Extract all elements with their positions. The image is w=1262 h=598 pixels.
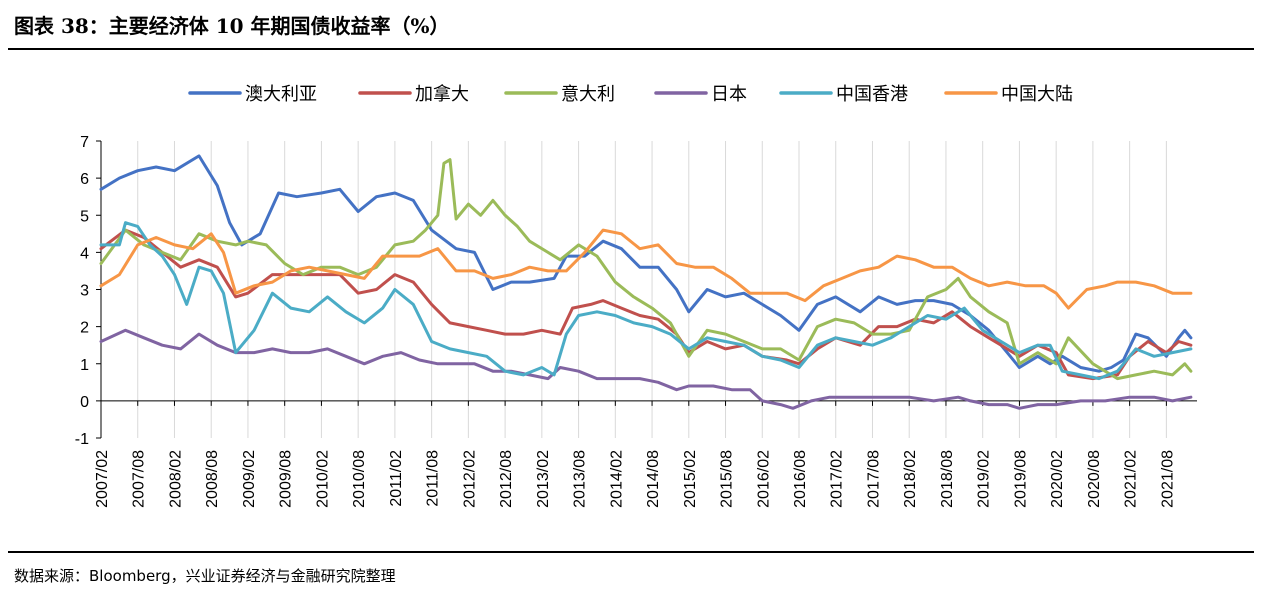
x-tick-label: 2010/02 bbox=[314, 450, 331, 508]
legend-label: 加拿大 bbox=[415, 83, 469, 105]
x-tick-label: 2018/02 bbox=[902, 450, 919, 508]
y-tick-label: 4 bbox=[80, 245, 89, 262]
x-tick-label: 2011/02 bbox=[388, 450, 405, 507]
chart-series bbox=[99, 154, 1193, 410]
x-tick-label: 2017/02 bbox=[829, 450, 846, 508]
x-tick-label: 2021/02 bbox=[1123, 450, 1140, 508]
chart-axes bbox=[100, 141, 1197, 438]
y-tick-label: -1 bbox=[75, 431, 89, 448]
x-tick-label: 2019/02 bbox=[976, 450, 993, 508]
x-tick-label: 2007/08 bbox=[131, 450, 148, 508]
legend-label: 日本 bbox=[711, 84, 747, 105]
legend-label: 意大利 bbox=[561, 84, 615, 105]
x-tick-label: 2014/02 bbox=[608, 450, 625, 508]
x-tick-label: 2016/02 bbox=[755, 450, 772, 508]
series-line-6 bbox=[99, 228, 1193, 310]
x-tick-label: 2012/08 bbox=[498, 450, 515, 508]
x-tick-label: 2012/02 bbox=[461, 450, 478, 508]
title-rule bbox=[8, 48, 1254, 50]
x-tick-label: 2015/02 bbox=[682, 450, 699, 508]
y-tick-label: 2 bbox=[80, 320, 89, 337]
chart-legend: 澳大利亚 加拿大 意大利 日本 中国香港 中国大陆 bbox=[188, 83, 1073, 105]
legend-label: 中国大陆 bbox=[1001, 84, 1073, 105]
x-axis-ticks: 2007/02 2007/08 2008/02 2008/08 2009/02 2009/… bbox=[94, 400, 1176, 508]
y-tick-label: 3 bbox=[80, 283, 89, 300]
y-tick-label: 0 bbox=[80, 394, 89, 411]
x-tick-label: 2014/08 bbox=[645, 450, 662, 508]
legend-label: 中国香港 bbox=[836, 84, 908, 105]
x-tick-label: 2016/08 bbox=[792, 450, 809, 508]
y-axis-ticks: -1 0 1 2 3 4 5 6 7 bbox=[75, 134, 101, 448]
y-tick-label: 1 bbox=[80, 357, 89, 374]
y-tick-label: 7 bbox=[80, 134, 89, 151]
series-line-5 bbox=[99, 221, 1193, 381]
x-tick-label: 2020/08 bbox=[1086, 450, 1103, 508]
y-tick-label: 5 bbox=[80, 208, 89, 225]
x-tick-label: 2010/08 bbox=[351, 450, 368, 508]
x-tick-label: 2008/08 bbox=[204, 450, 221, 508]
source-rule bbox=[8, 551, 1254, 553]
x-tick-label: 2011/08 bbox=[425, 450, 442, 507]
x-tick-label: 2013/08 bbox=[572, 450, 589, 508]
x-tick-label: 2020/02 bbox=[1049, 450, 1066, 508]
series-line-2 bbox=[99, 228, 1193, 381]
x-tick-label: 2018/08 bbox=[939, 450, 956, 508]
x-tick-label: 2007/02 bbox=[94, 450, 111, 508]
x-tick-label: 2009/02 bbox=[241, 450, 258, 508]
series-line-4 bbox=[99, 328, 1193, 410]
x-tick-label: 2009/08 bbox=[278, 450, 295, 508]
x-tick-label: 2008/02 bbox=[167, 450, 184, 508]
series-line-3 bbox=[99, 158, 1193, 381]
x-tick-label: 2021/08 bbox=[1159, 450, 1176, 508]
x-tick-label: 2013/02 bbox=[535, 450, 552, 508]
legend-label: 澳大利亚 bbox=[245, 84, 317, 105]
y-tick-label: 6 bbox=[80, 171, 89, 188]
figure-title: 图表 38：主要经济体 10 年期国债收益率（%） bbox=[14, 14, 450, 38]
x-tick-label: 2015/08 bbox=[719, 450, 736, 508]
source-note: 数据来源：Bloomberg，兴业证券经济与金融研究院整理 bbox=[14, 567, 396, 585]
series-line-1 bbox=[99, 154, 1193, 373]
chart-grid bbox=[100, 141, 1167, 438]
x-tick-label: 2019/08 bbox=[1012, 450, 1029, 508]
x-tick-label: 2017/08 bbox=[865, 450, 882, 508]
